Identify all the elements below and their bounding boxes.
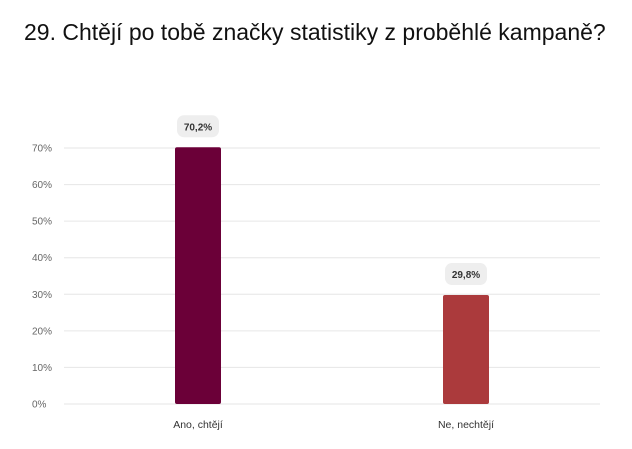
chart-title: 29. Chtějí po tobě značky statistiky z p… bbox=[24, 19, 606, 45]
category-label: Ne, nechtějí bbox=[438, 419, 494, 431]
gridlines bbox=[64, 147, 600, 405]
y-tick-label: 70% bbox=[32, 144, 52, 155]
y-tick-label: 50% bbox=[32, 217, 52, 228]
y-tick-label: 10% bbox=[32, 363, 52, 374]
bars bbox=[175, 147, 489, 405]
y-tick-label: 60% bbox=[32, 180, 52, 191]
data-label: 29,8% bbox=[452, 270, 480, 281]
y-tick-label: 40% bbox=[32, 253, 52, 264]
category-label: Ano, chtějí bbox=[173, 419, 223, 431]
y-tick-label: 30% bbox=[32, 290, 52, 301]
category-labels: Ano, chtějí Ne, nechtějí bbox=[173, 419, 494, 431]
y-axis-tick-labels: 0% 10% 20% 30% 40% 50% 60% 70% bbox=[32, 144, 52, 411]
data-label-background bbox=[177, 115, 219, 138]
y-tick-label: 0% bbox=[32, 400, 47, 411]
data-label-background bbox=[445, 263, 487, 286]
data-labels: 70,2% 29,8% bbox=[177, 115, 487, 286]
bar bbox=[175, 147, 221, 405]
data-label: 70,2% bbox=[184, 122, 212, 133]
y-tick-label: 20% bbox=[32, 326, 52, 337]
bar bbox=[443, 295, 489, 404]
